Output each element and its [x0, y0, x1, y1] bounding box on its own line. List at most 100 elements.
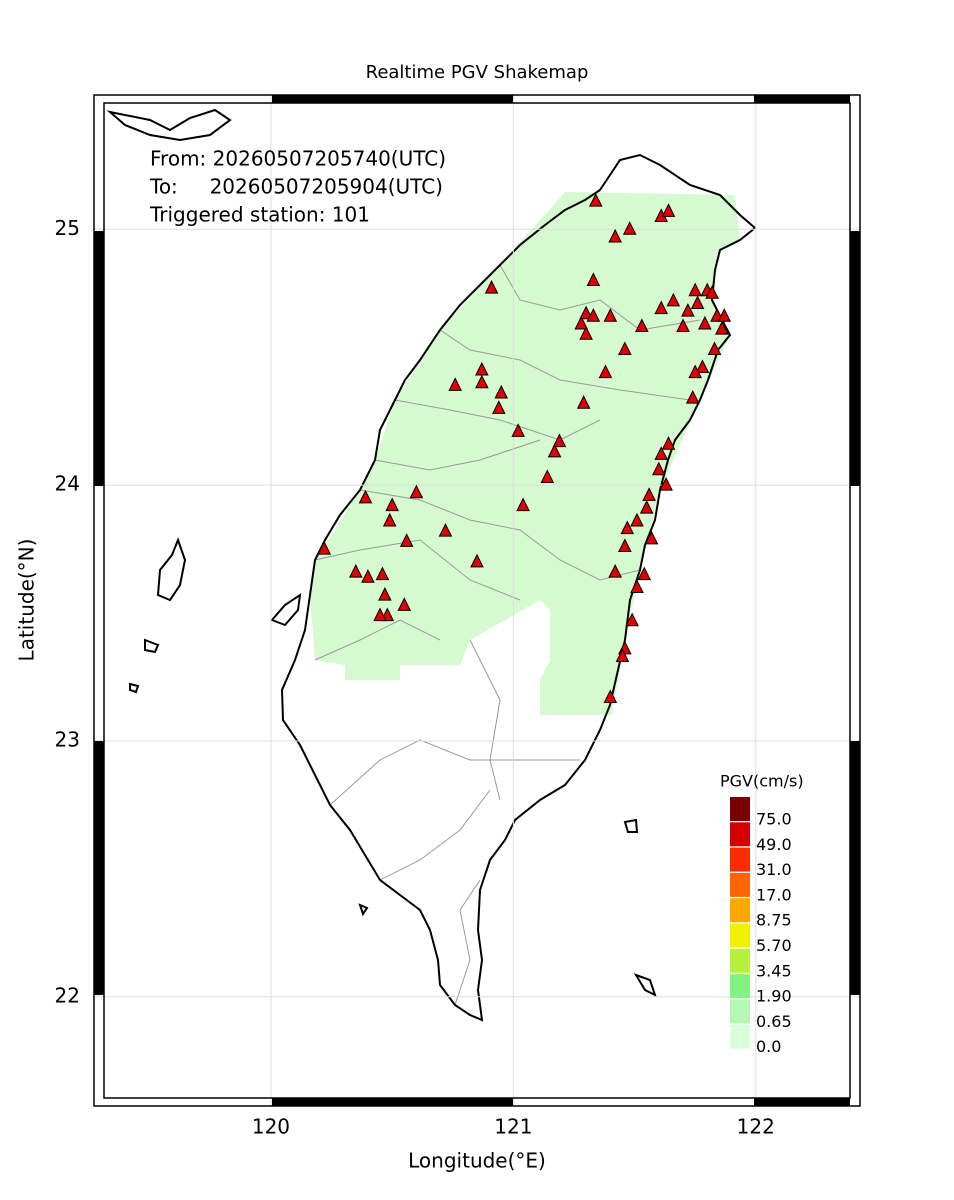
- station-marker: [715, 320, 729, 335]
- station-marker: [608, 228, 622, 243]
- y-tick-label: 22: [55, 983, 80, 1007]
- station-marker: [409, 484, 424, 499]
- station-marker: [378, 587, 392, 601]
- info-count: Triggered station: 101: [149, 203, 370, 227]
- station-marker: [635, 318, 649, 333]
- legend-label: 49.0: [756, 835, 792, 854]
- station-marker: [603, 308, 618, 322]
- station-marker: [586, 272, 601, 286]
- station-marker: [598, 364, 613, 379]
- station-marker: [698, 315, 712, 330]
- station-marker: [511, 423, 526, 437]
- station-marker: [516, 497, 530, 512]
- station-marker: [654, 446, 669, 460]
- station-marker: [397, 597, 412, 611]
- coastline: [280, 153, 757, 1022]
- info-text: From: 20260507205740(UTC) To: 2026050720…: [149, 147, 446, 227]
- legend-label: 3.45: [756, 961, 792, 980]
- stations: [317, 193, 732, 703]
- legend-swatch: [730, 948, 750, 973]
- station-marker: [586, 308, 601, 322]
- station-marker: [639, 500, 654, 514]
- station-marker: [470, 553, 484, 568]
- legend-title: PGV(cm/s): [720, 772, 804, 791]
- y-tick-label: 24: [55, 472, 80, 496]
- station-marker: [492, 400, 506, 414]
- station-marker: [618, 538, 632, 553]
- frame: [93, 94, 861, 1107]
- legend-label: 8.75: [756, 911, 792, 930]
- station-marker: [399, 533, 414, 547]
- x-axis-label: Longitude(°E): [408, 1149, 546, 1173]
- legend-swatch: [730, 898, 750, 923]
- legend-label: 0.65: [756, 1012, 792, 1031]
- station-marker: [707, 341, 722, 356]
- station-marker: [540, 469, 555, 483]
- legend-label: 5.70: [756, 936, 792, 955]
- station-marker: [317, 540, 332, 555]
- station-marker: [579, 326, 593, 340]
- legend-label: 1.90: [756, 987, 792, 1006]
- station-marker: [681, 303, 695, 317]
- x-tick-label: 122: [737, 1115, 775, 1139]
- x-tick-label: 121: [494, 1115, 532, 1139]
- station-marker: [574, 315, 589, 330]
- station-marker: [475, 374, 489, 389]
- station-marker: [615, 648, 630, 663]
- station-marker: [494, 384, 509, 399]
- station-marker: [630, 579, 644, 593]
- station-marker: [448, 377, 462, 391]
- station-marker: [659, 477, 673, 491]
- station-marker: [705, 285, 719, 299]
- station-marker: [484, 280, 499, 294]
- station-marker: [620, 520, 635, 535]
- station-marker: [717, 308, 732, 322]
- station-marker: [695, 359, 710, 373]
- legend-swatch: [730, 822, 750, 847]
- legend-label: 17.0: [756, 885, 792, 904]
- station-marker: [382, 512, 397, 527]
- legend-swatch: [730, 872, 750, 897]
- station-marker: [375, 566, 390, 581]
- islands: [106, 108, 657, 997]
- legend-swatch: [730, 797, 750, 821]
- title: Realtime PGV Shakemap: [366, 62, 589, 83]
- land: [106, 108, 757, 1022]
- station-marker: [666, 292, 681, 307]
- station-marker: [579, 305, 593, 320]
- county-boundaries: [314, 264, 701, 1006]
- legend-label: 31.0: [756, 860, 792, 879]
- station-marker: [618, 341, 632, 356]
- station-marker: [637, 566, 652, 581]
- station-marker: [676, 318, 690, 333]
- legend-swatch: [730, 1024, 750, 1049]
- frame-bars: [94, 95, 860, 1106]
- station-marker: [552, 433, 567, 448]
- station-marker: [348, 563, 363, 578]
- station-marker: [608, 563, 622, 578]
- station-marker: [651, 461, 666, 476]
- station-marker: [642, 487, 656, 501]
- info-to: To: 20260507205904(UTC): [149, 175, 443, 199]
- station-marker: [644, 530, 659, 545]
- shaded-area: [310, 192, 740, 715]
- station-marker: [588, 193, 603, 207]
- station-marker: [438, 523, 453, 537]
- info-from: From: 20260507205740(UTC): [150, 147, 446, 171]
- station-marker: [373, 607, 387, 622]
- station-marker: [661, 203, 676, 217]
- legend-swatch: [730, 923, 750, 948]
- station-marker: [385, 497, 399, 512]
- station-marker: [622, 221, 637, 235]
- axes: 120 121 122 22 23 24 25: [55, 216, 775, 1139]
- station-marker: [361, 569, 375, 583]
- legend-label: 0.0: [756, 1037, 781, 1056]
- station-marker: [685, 390, 700, 404]
- legend-swatch: [730, 999, 750, 1024]
- legend-label: 75.0: [756, 810, 792, 829]
- station-marker: [603, 689, 618, 703]
- station-marker: [654, 300, 669, 315]
- station-marker: [358, 489, 373, 504]
- legend-swatch: [730, 847, 750, 872]
